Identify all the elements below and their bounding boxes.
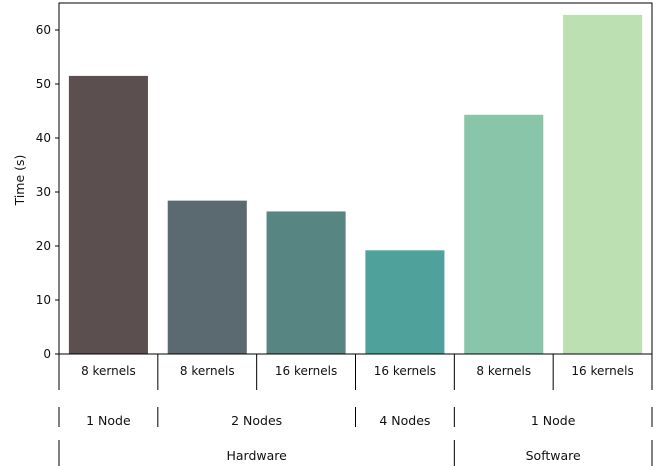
bar <box>464 114 544 354</box>
x-tick-label: 8 kernels <box>476 364 531 378</box>
plot-area <box>58 2 653 355</box>
y-tick-label: 0 <box>43 347 51 361</box>
y-tick-label: 50 <box>36 77 51 91</box>
bar <box>365 250 445 354</box>
group-label: 1 Node <box>531 413 576 428</box>
x-tick-label: 16 kernels <box>275 364 337 378</box>
x-tick-label: 8 kernels <box>81 364 136 378</box>
x-tick-label: 16 kernels <box>374 364 436 378</box>
bar <box>266 211 346 354</box>
bar <box>167 200 247 354</box>
x-tick-label: 8 kernels <box>180 364 235 378</box>
bar <box>68 75 148 355</box>
y-tick-label: 60 <box>36 23 51 37</box>
y-axis-label: Time (s) <box>12 155 27 207</box>
y-axis: 0 10 20 30 40 50 60 <box>36 23 59 361</box>
group-label: 4 Nodes <box>379 413 430 428</box>
y-tick-label: 40 <box>36 131 51 145</box>
y-tick-label: 30 <box>36 185 51 199</box>
x-tick-label: 16 kernels <box>571 364 633 378</box>
x-axis: 8 kernels 8 kernels 16 kernels 16 kernels 8 … <box>58 354 653 466</box>
group-label: 2 Nodes <box>231 413 282 428</box>
y-tick-label: 10 <box>36 293 51 307</box>
group-label: 1 Node <box>86 413 131 428</box>
supergroup-label: Software <box>526 448 581 463</box>
y-tick-label: 20 <box>36 239 51 253</box>
supergroup-label: Hardware <box>226 448 287 463</box>
bar <box>563 14 643 354</box>
